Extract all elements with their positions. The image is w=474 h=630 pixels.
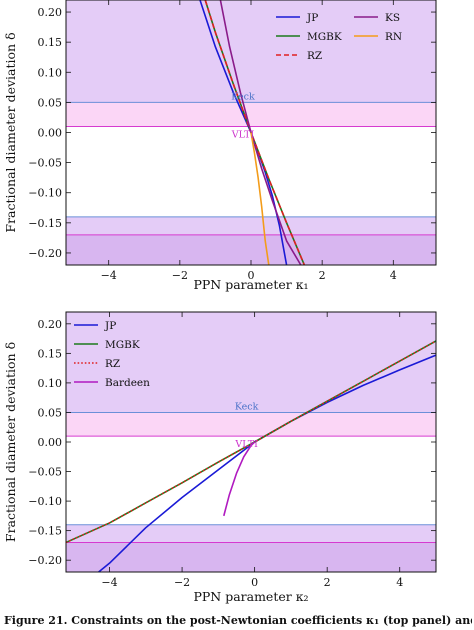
top-xtick-label: −4: [101, 269, 117, 282]
top-ytick-label: −0.10: [28, 187, 62, 200]
bottom-panel: Keck VLTI −4 −2 0 2 4 −0.20 −0.15 −0.10 −0.05 0.00 0…: [3, 311, 437, 604]
bottom-ytick-label: 0.05: [38, 406, 63, 419]
bottom-ytick-label: 0.00: [38, 436, 63, 449]
top-legend-entry-mgbk: MGBK: [307, 31, 342, 43]
bottom-ytick-label: 0.10: [38, 377, 63, 390]
top-ytick-label: −0.20: [28, 247, 62, 260]
top-series-rn: [250, 132, 270, 265]
top-legend-entry-rz: RZ: [307, 50, 322, 62]
top-ytick-label: 0.10: [38, 66, 63, 79]
bottom-xtick-label: 0: [251, 576, 258, 589]
bottom-legend: JP MGBK RZ Bardeen: [74, 320, 150, 389]
top-ytick-label: 0.20: [38, 6, 63, 19]
top-legend-entry-ks: KS: [385, 12, 400, 24]
bottom-legend-entry-jp: JP: [104, 320, 116, 332]
top-xtick-label: −2: [172, 269, 188, 282]
bottom-vlti-band-lower: [66, 542, 436, 572]
top-xtick-label: 2: [319, 269, 326, 282]
bottom-xtick-label: −4: [101, 576, 117, 589]
top-x-axis-label: PPN parameter κ₁: [193, 277, 308, 292]
bottom-excluded-upper: [66, 312, 436, 413]
bottom-xtick-label: −2: [174, 576, 190, 589]
bottom-ytick-label: −0.05: [28, 466, 62, 479]
top-vlti-band-lower: [66, 234, 436, 265]
top-ytick-label: −0.05: [28, 157, 62, 170]
bottom-plot-area: [66, 312, 436, 572]
top-vlti-label: VLTI: [231, 129, 255, 140]
bottom-ytick-label: 0.20: [38, 318, 63, 331]
top-vlti-band-upper: [66, 102, 436, 127]
top-ytick-label: 0.00: [38, 127, 63, 140]
bottom-vlti-band-upper: [66, 412, 436, 437]
bottom-legend-entry-bardeen: Bardeen: [105, 377, 150, 389]
bottom-xtick-label: 4: [396, 576, 403, 589]
top-ytick-label: 0.05: [38, 96, 63, 109]
top-y-axis-label: Fractional diameter deviation δ: [3, 32, 18, 232]
bottom-vlti-label: VLTI: [234, 439, 258, 450]
bottom-ytick-label: −0.20: [28, 554, 62, 567]
bottom-x-axis-label: PPN parameter κ₂: [193, 589, 308, 604]
top-panel: Keck VLTI −4 −2 0 2 4 −0.20 −0.15 −0.10 −0.05 0.00 0…: [3, 0, 437, 292]
bottom-xtick-label: 2: [324, 576, 331, 589]
top-excluded-upper: [66, 0, 436, 103]
top-legend-entry-rn: RN: [385, 31, 402, 43]
top-ytick-label: 0.15: [38, 36, 63, 49]
top-xtick-label: 0: [248, 269, 255, 282]
bottom-series-bardeen: [223, 441, 256, 517]
top-legend: JP MGBK RZ KS RN: [276, 12, 402, 62]
bottom-ytick-label: −0.15: [28, 525, 62, 538]
figure-caption: Figure 21. Constraints on the post-Newto…: [4, 614, 472, 627]
top-ytick-label: −0.15: [28, 217, 62, 230]
bottom-keck-label: Keck: [235, 401, 259, 412]
bottom-ytick-label: −0.10: [28, 495, 62, 508]
bottom-legend-entry-rz: RZ: [105, 358, 120, 370]
bottom-y-axis-label: Fractional diameter deviation δ: [3, 342, 18, 542]
top-series-ks: [219, 0, 302, 265]
top-xtick-label: 4: [390, 269, 397, 282]
bottom-legend-entry-mgbk: MGBK: [105, 339, 140, 351]
top-legend-entry-jp: JP: [306, 12, 318, 24]
top-keck-label: Keck: [231, 91, 255, 102]
bottom-ytick-label: 0.15: [38, 347, 63, 360]
